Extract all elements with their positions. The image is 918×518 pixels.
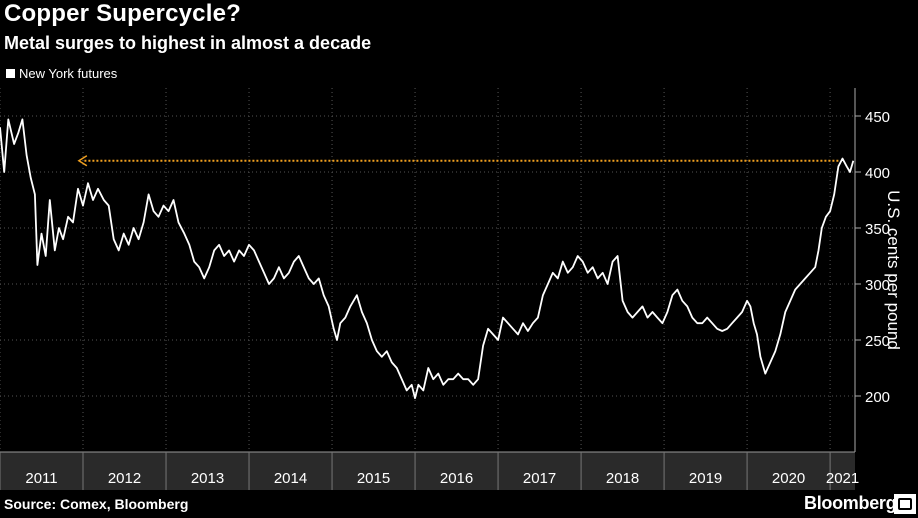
legend-swatch	[6, 69, 15, 78]
legend-label: New York futures	[19, 66, 118, 81]
reference-arrow-head	[77, 155, 88, 167]
x-tick-label: 2011	[25, 470, 57, 487]
chart-title: Copper Supercycle?	[4, 0, 242, 27]
y-axis-label: U.S. cents per pound	[884, 190, 903, 350]
x-tick-label: 2019	[689, 470, 722, 487]
x-axis-band	[0, 452, 855, 490]
x-tick-label: 2018	[606, 470, 639, 487]
series-line	[0, 118, 855, 400]
x-tick-label: 2013	[191, 470, 224, 487]
chart-legend: New York futures	[6, 66, 117, 81]
x-tick-label: 2015	[357, 470, 390, 487]
x-tick-label: 2021	[826, 470, 859, 487]
y-tick-label: 350	[865, 221, 890, 238]
x-tick-label: 2017	[523, 470, 556, 487]
x-tick-label: 2012	[108, 470, 141, 487]
x-tick-label: 2014	[274, 470, 307, 487]
chart-subtitle: Metal surges to highest in almost a deca…	[4, 33, 372, 53]
bloomberg-terminal-icon	[894, 494, 916, 514]
y-tick-label: 400	[865, 165, 890, 182]
source-note: Source: Comex, Bloomberg	[4, 496, 189, 512]
x-tick-label: 2020	[772, 470, 805, 487]
y-tick-label: 250	[865, 333, 890, 350]
brand-logo: Bloomberg	[804, 493, 897, 513]
y-tick-label: 450	[865, 109, 890, 126]
y-tick-label: 200	[865, 389, 890, 406]
y-tick-label: 300	[865, 277, 890, 294]
x-tick-label: 2016	[440, 470, 473, 487]
